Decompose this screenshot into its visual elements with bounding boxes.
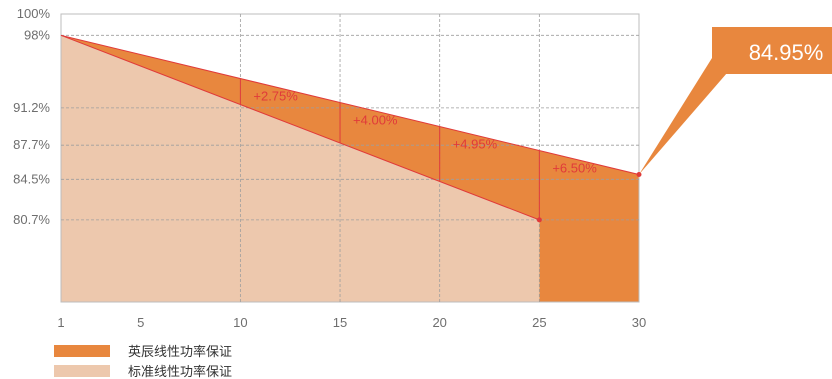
y-tick-label: 100% — [17, 6, 51, 21]
gap-label: +2.75% — [253, 89, 298, 104]
gap-label: +4.95% — [453, 137, 498, 152]
gap-label: +6.50% — [552, 161, 597, 176]
x-tick-label: 15 — [333, 315, 347, 330]
line-yingchen-linear-warranty — [60, 34, 640, 176]
x-tick-label: 10 — [233, 315, 247, 330]
gap-label: +4.00% — [353, 113, 398, 128]
point-standard-end — [536, 217, 542, 223]
y-tick-label: 87.7% — [13, 137, 50, 152]
callout-box — [712, 27, 832, 74]
legend-label: 英辰线性功率保证 — [128, 344, 232, 360]
legend-swatch — [54, 365, 110, 377]
area-standard-linear-warranty — [61, 35, 540, 302]
callout-pointer — [639, 58, 740, 175]
legend-swatch — [54, 345, 110, 357]
callout-value: 84.95% — [749, 40, 824, 65]
plot-frame — [60, 13, 640, 303]
x-tick-label: 30 — [632, 315, 646, 330]
x-tick-label: 1 — [57, 315, 64, 330]
line-standard-linear-warranty — [60, 34, 540, 221]
y-tick-label: 91.2% — [13, 100, 50, 115]
y-tick-label: 84.5% — [13, 171, 50, 186]
axis-ticks: 100%98%91.2%87.7%84.5%80.7%1 5 10 15 20 25 30 — [13, 6, 646, 330]
legend-label: 标准线性功率保证 — [128, 364, 232, 379]
y-tick-label: 98% — [24, 27, 50, 42]
plot-area — [60, 13, 642, 303]
area-yingchen-linear-warranty — [61, 35, 639, 302]
x-tick-label: 5 — [137, 315, 144, 330]
x-tick-label: 25 — [532, 315, 546, 330]
callout: 84.95% — [639, 27, 832, 175]
annotations: +2.75% +4.00% +4.95% +6.50% — [253, 89, 597, 176]
y-tick-label: 80.7% — [13, 212, 50, 227]
x-tick-label: 20 — [432, 315, 446, 330]
